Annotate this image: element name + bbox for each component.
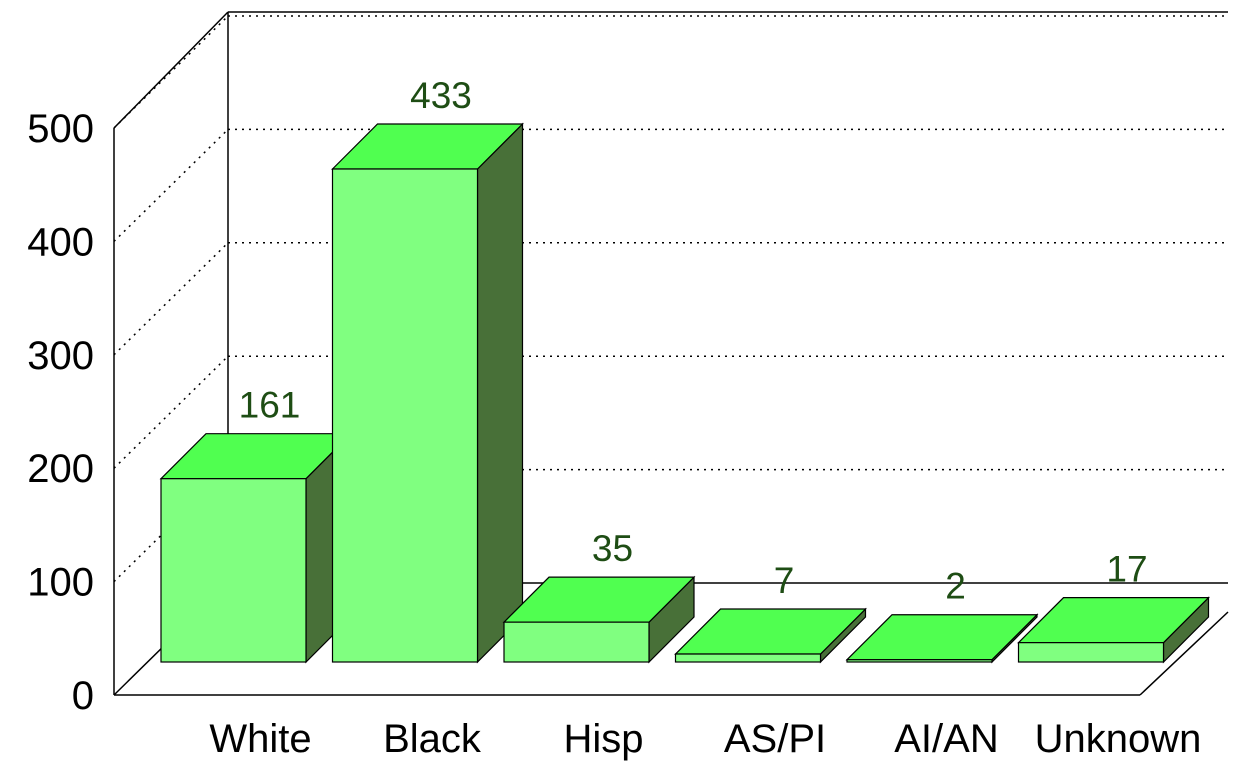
left-wall-top-edge — [113, 11, 229, 129]
data-label: 2 — [945, 566, 966, 607]
y-tick-label: 500 — [27, 107, 94, 151]
bars — [159, 122, 1210, 664]
floor-right-edge — [1139, 611, 1229, 696]
data-label: 7 — [774, 560, 795, 601]
bar-front — [503, 621, 650, 663]
y-axis: 0 100 200 300 400 500 — [27, 107, 94, 718]
data-label: 35 — [592, 528, 633, 569]
y-tick-label: 300 — [27, 334, 94, 378]
gridline-wall-500 — [113, 15, 229, 129]
bar-front — [331, 168, 479, 663]
x-tick-label: AS/PI — [724, 717, 826, 761]
data-label: 433 — [410, 75, 472, 116]
data-label: 161 — [239, 385, 301, 426]
bar-black — [331, 122, 524, 664]
gridline-wall-300 — [113, 242, 229, 356]
y-tick-label: 0 — [72, 674, 94, 718]
y-tick-label: 200 — [27, 447, 94, 491]
y-tick-label: 400 — [27, 220, 94, 264]
x-tick-label: White — [209, 717, 311, 761]
x-tick-label: Black — [383, 717, 482, 761]
data-labels: 161 433 35 7 2 17 — [239, 75, 1148, 607]
bar-white — [159, 432, 353, 664]
bar-front — [160, 478, 307, 663]
bar-hisp — [502, 575, 696, 664]
x-tick-label: Unknown — [1035, 717, 1202, 761]
x-axis: White Black Hisp AS/PI AI/AN Unknown — [209, 717, 1201, 761]
x-tick-label: Hisp — [563, 717, 643, 761]
data-label: 17 — [1106, 549, 1147, 590]
gridline-wall-200 — [113, 355, 229, 469]
bar-front — [1017, 642, 1165, 663]
bar-unknown — [1017, 596, 1210, 664]
bar-front — [674, 653, 822, 663]
x-tick-label: AI/AN — [894, 717, 998, 761]
gridlines — [113, 15, 1228, 583]
bar-as-pi — [674, 607, 867, 664]
y-tick-label: 100 — [27, 561, 94, 605]
bar-top — [674, 608, 867, 655]
bar-front — [846, 659, 993, 663]
bar-top — [845, 614, 1039, 661]
bar-ai-an — [845, 613, 1039, 664]
bar-side — [476, 122, 524, 664]
gridline-wall-400 — [113, 128, 229, 242]
